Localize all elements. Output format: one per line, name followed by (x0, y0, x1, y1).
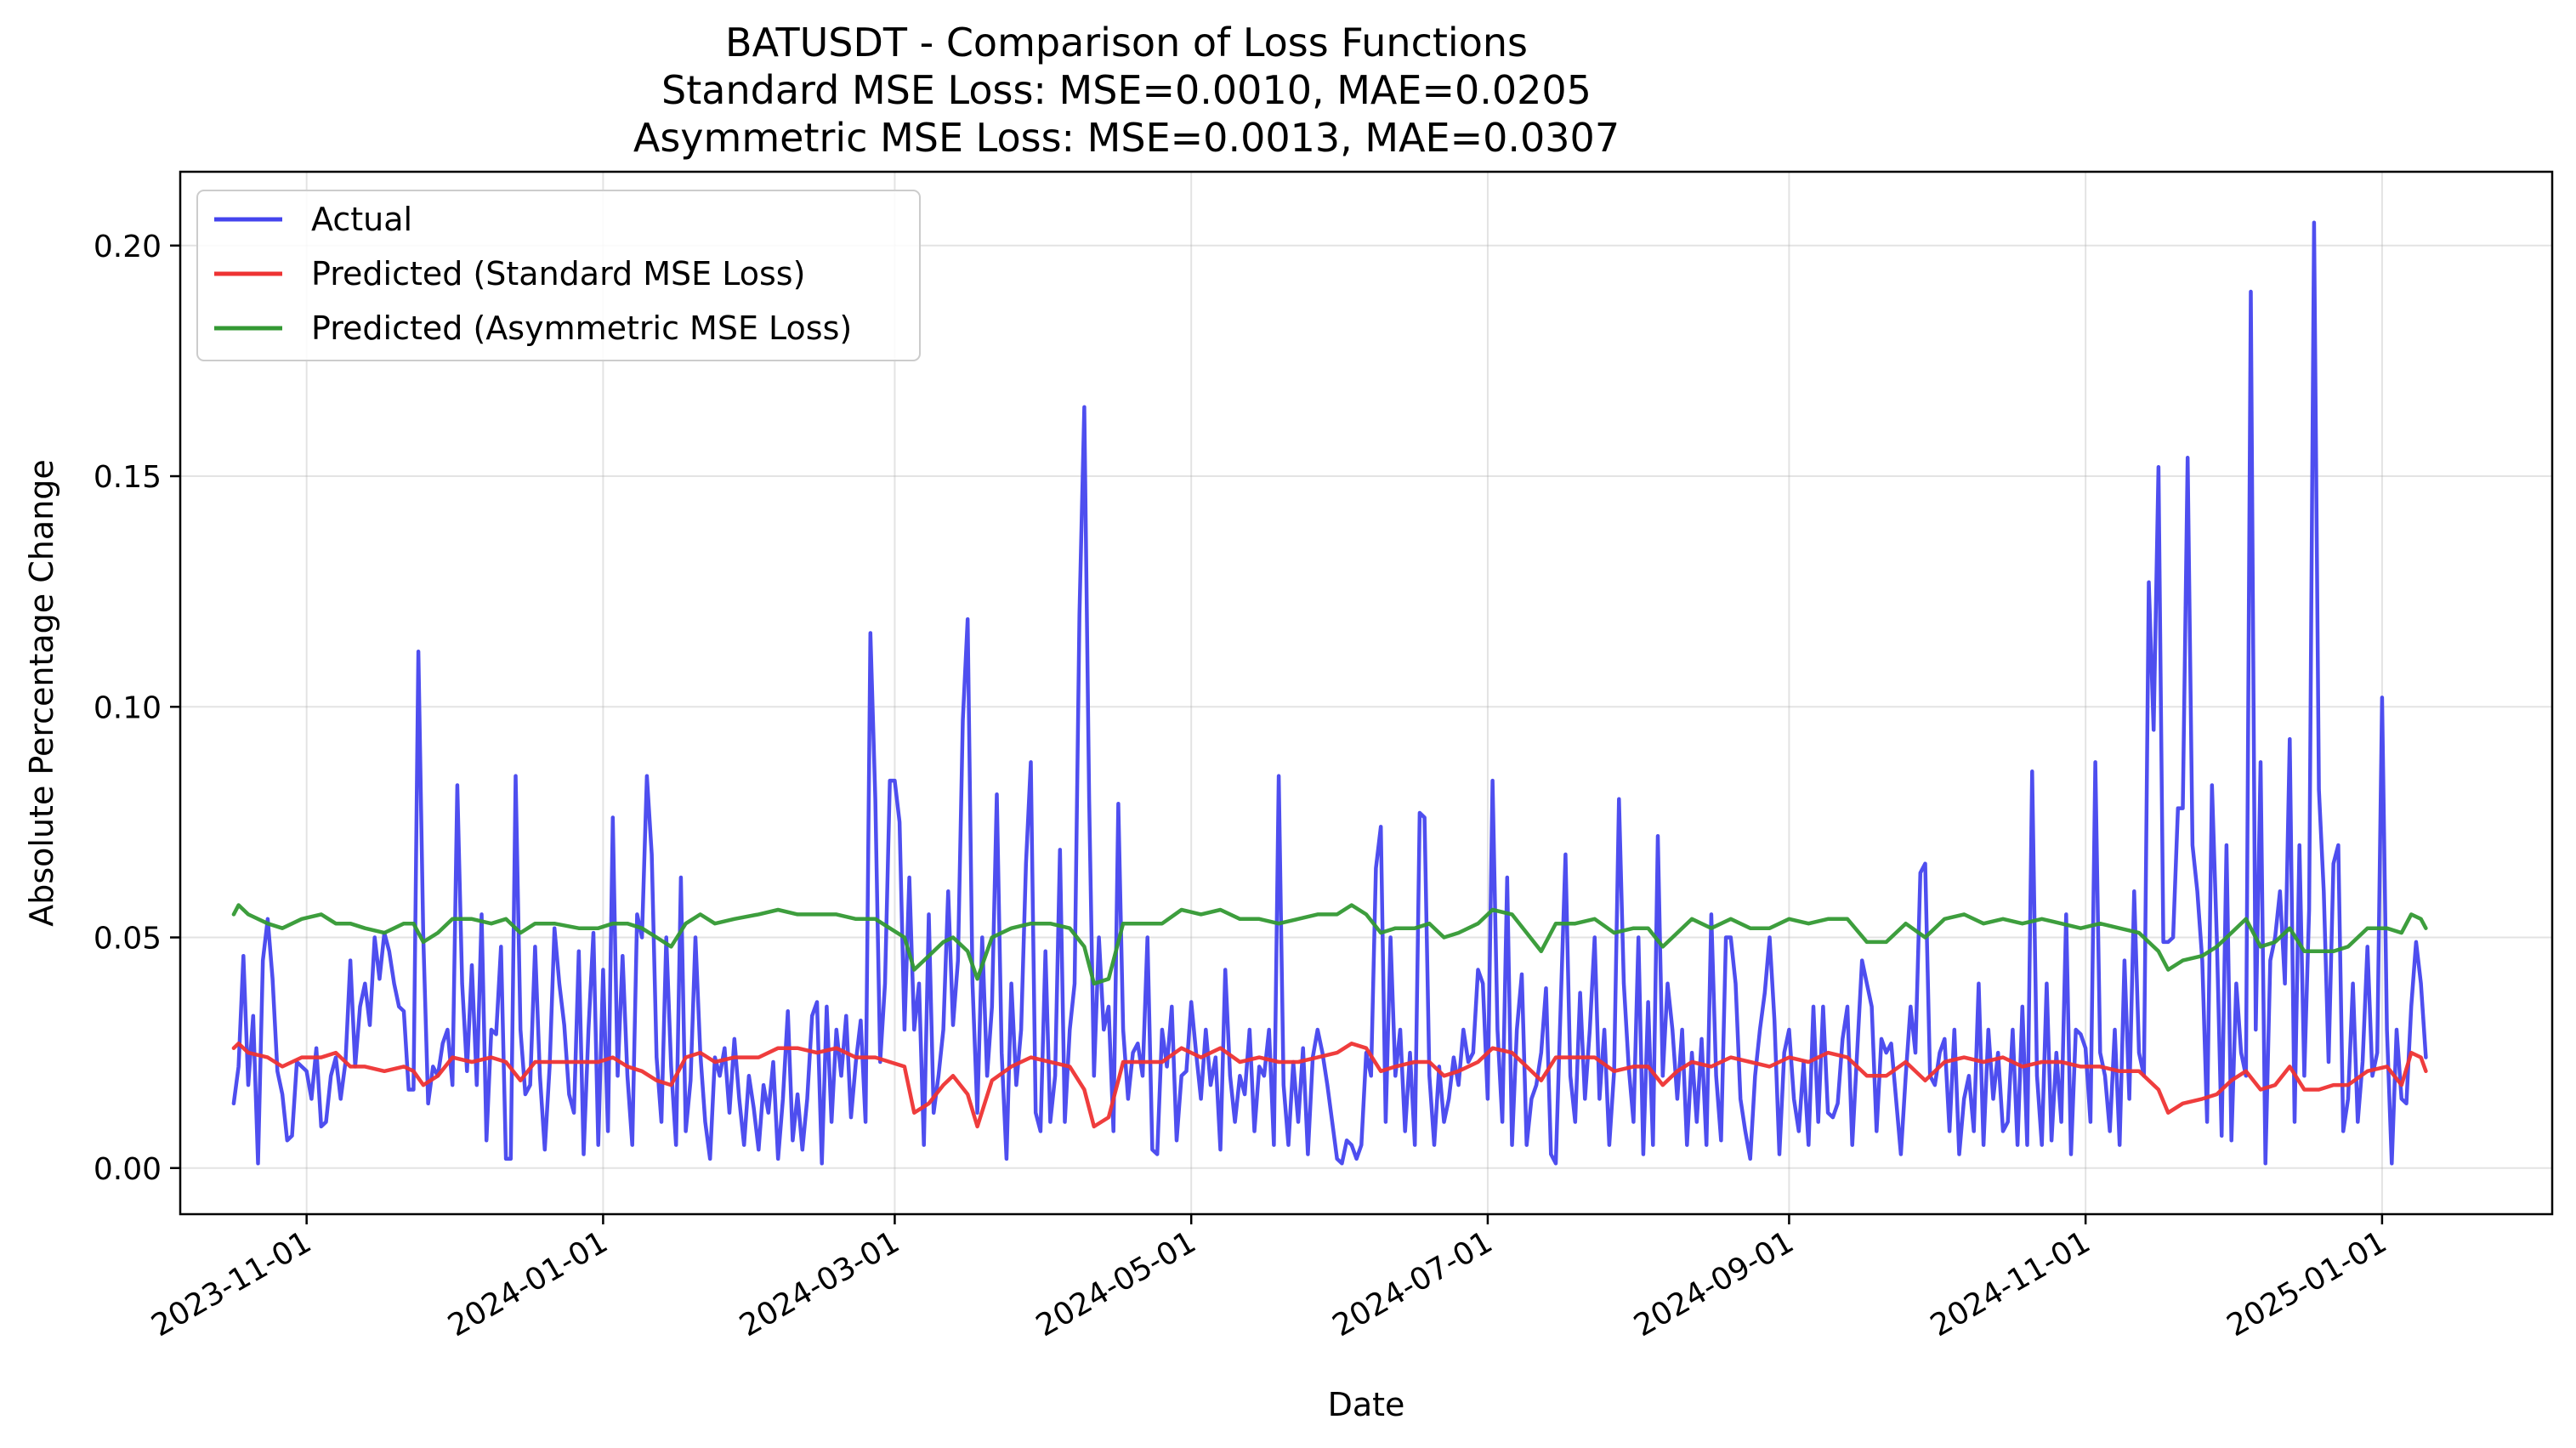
y-tick-label: 0.10 (94, 690, 162, 725)
legend-label-asymmetric-mse: Predicted (Asymmetric MSE Loss) (311, 309, 852, 347)
series-line-asymmetric-mse (231, 903, 2428, 986)
y-axis: 0.00 0.05 0.10 0.15 0.20 (94, 230, 180, 1187)
y-tick-label: 0.15 (94, 460, 162, 495)
y-tick-label: 0.05 (94, 922, 162, 957)
legend-label-actual: Actual (311, 201, 412, 238)
legend-box (196, 190, 921, 361)
y-tick-label: 0.20 (94, 230, 162, 264)
data-series (231, 220, 2428, 1166)
legend-label-standard-mse: Predicted (Standard MSE Loss) (311, 255, 805, 292)
chart-title-line-1: BATUSDT - Comparison of Loss Functions (725, 20, 1528, 65)
chart-title-line-3: Asymmetric MSE Loss: MSE=0.0013, MAE=0.0… (633, 115, 1620, 161)
x-axis-label: Date (1328, 1386, 1405, 1423)
series-line-actual (231, 220, 2428, 1166)
series-line-standard-mse (231, 1042, 2428, 1129)
chart-title-line-2: Standard MSE Loss: MSE=0.0010, MAE=0.020… (661, 67, 1592, 113)
y-tick-label: 0.00 (94, 1152, 162, 1187)
y-axis-label: Absolute Percentage Change (23, 459, 60, 927)
plot-area-frame (179, 170, 2554, 1216)
legend: Actual Predicted (Standard MSE Loss) Pre… (196, 190, 921, 361)
